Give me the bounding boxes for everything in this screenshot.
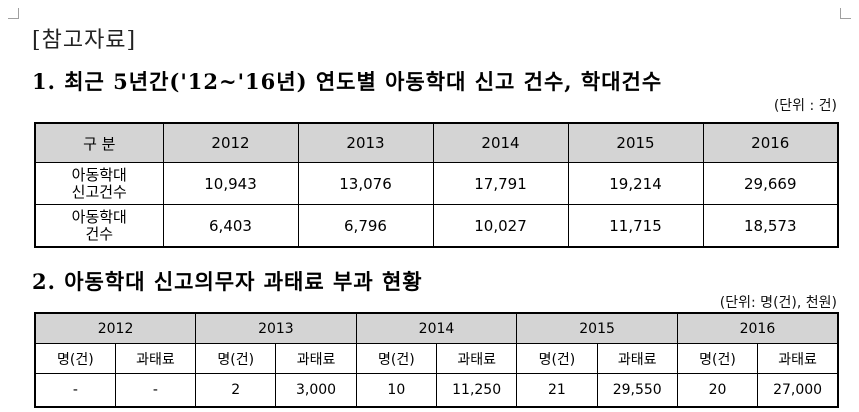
year-header: 2016 [676, 312, 839, 344]
table-row: 아동학대 건수 6,403 6,796 10,027 11,715 18,573 [34, 204, 839, 248]
row-label-line: 아동학대 [71, 207, 127, 226]
row-label-line: 아동학대 [71, 165, 127, 184]
table-row: 아동학대 신고건수 10,943 13,076 17,791 19,214 29… [34, 162, 839, 205]
table-cell: 2 [195, 373, 277, 408]
fine-header: 과태료 [435, 343, 518, 374]
row-label: 아동학대 건수 [34, 204, 164, 248]
category-header: 구 분 [34, 122, 164, 163]
fine-header: 과태료 [757, 343, 839, 374]
table-cell: 10,027 [432, 204, 569, 248]
table-cell: - [34, 373, 116, 408]
table-cell: 6,403 [162, 204, 299, 248]
row-label-line: 신고건수 [71, 182, 127, 201]
table-cell: 10,943 [162, 162, 299, 205]
table-cell: 27,000 [757, 373, 839, 408]
year-header: 2015 [516, 312, 678, 344]
section1-unit: (단위 : 건) [773, 98, 837, 114]
table-cell: 13,076 [297, 162, 434, 205]
section2-heading: 2. 아동학대 신고의무자 과태료 부과 현황 [32, 269, 423, 294]
year-header: 2012 [162, 122, 299, 163]
year-header: 2014 [432, 122, 569, 163]
table-cell: 21 [516, 373, 598, 408]
table-cell: 11,715 [567, 204, 704, 248]
count-header: 명(건) [355, 343, 437, 374]
table-cell: 10 [355, 373, 437, 408]
table-row: - - 2 3,000 10 11,250 21 29,550 20 27,00… [34, 373, 839, 408]
table-cell: - [114, 373, 197, 408]
sub-header-row: 명(건) 과태료 명(건) 과태료 명(건) 과태료 명(건) 과태료 명(건)… [34, 343, 839, 374]
table-cell: 11,250 [435, 373, 518, 408]
fine-header: 과태료 [596, 343, 678, 374]
table-header-row: 구 분 2012 2013 2014 2015 2016 [34, 122, 839, 163]
row-label: 아동학대 신고건수 [34, 162, 164, 205]
year-header: 2015 [567, 122, 704, 163]
table-cell: 29,669 [702, 162, 839, 205]
year-header: 2013 [195, 312, 357, 344]
year-header: 2016 [702, 122, 839, 163]
fine-table: 2012 2013 2014 2015 2016 명(건) 과태료 명(건) 과… [34, 312, 839, 408]
count-header: 명(건) [195, 343, 277, 374]
reference-label: [참고자료] [32, 28, 137, 53]
table-cell: 19,214 [567, 162, 704, 205]
count-header: 명(건) [516, 343, 598, 374]
table-cell: 20 [676, 373, 759, 408]
table-cell: 3,000 [275, 373, 357, 408]
row-label-line: 건수 [85, 224, 114, 243]
table-cell: 18,573 [702, 204, 839, 248]
report-count-table: 구 분 2012 2013 2014 2015 2016 아동학대 신고건수 1… [34, 122, 839, 248]
table-cell: 29,550 [596, 373, 678, 408]
count-header: 명(건) [676, 343, 759, 374]
table-cell: 17,791 [432, 162, 569, 205]
fine-header: 과태료 [114, 343, 197, 374]
year-header: 2013 [297, 122, 434, 163]
year-header: 2012 [34, 312, 197, 344]
year-header-row: 2012 2013 2014 2015 2016 [34, 312, 839, 344]
section2-unit: (단위: 명(건), 천원) [719, 295, 837, 311]
corner-mark-right [840, 8, 851, 19]
year-header: 2014 [355, 312, 518, 344]
table-cell: 6,796 [297, 204, 434, 248]
fine-header: 과태료 [275, 343, 357, 374]
count-header: 명(건) [34, 343, 116, 374]
corner-mark-left [8, 8, 19, 19]
section1-heading: 1. 최근 5년간('12~'16년) 연도별 아동학대 신고 건수, 학대건수 [32, 69, 663, 94]
